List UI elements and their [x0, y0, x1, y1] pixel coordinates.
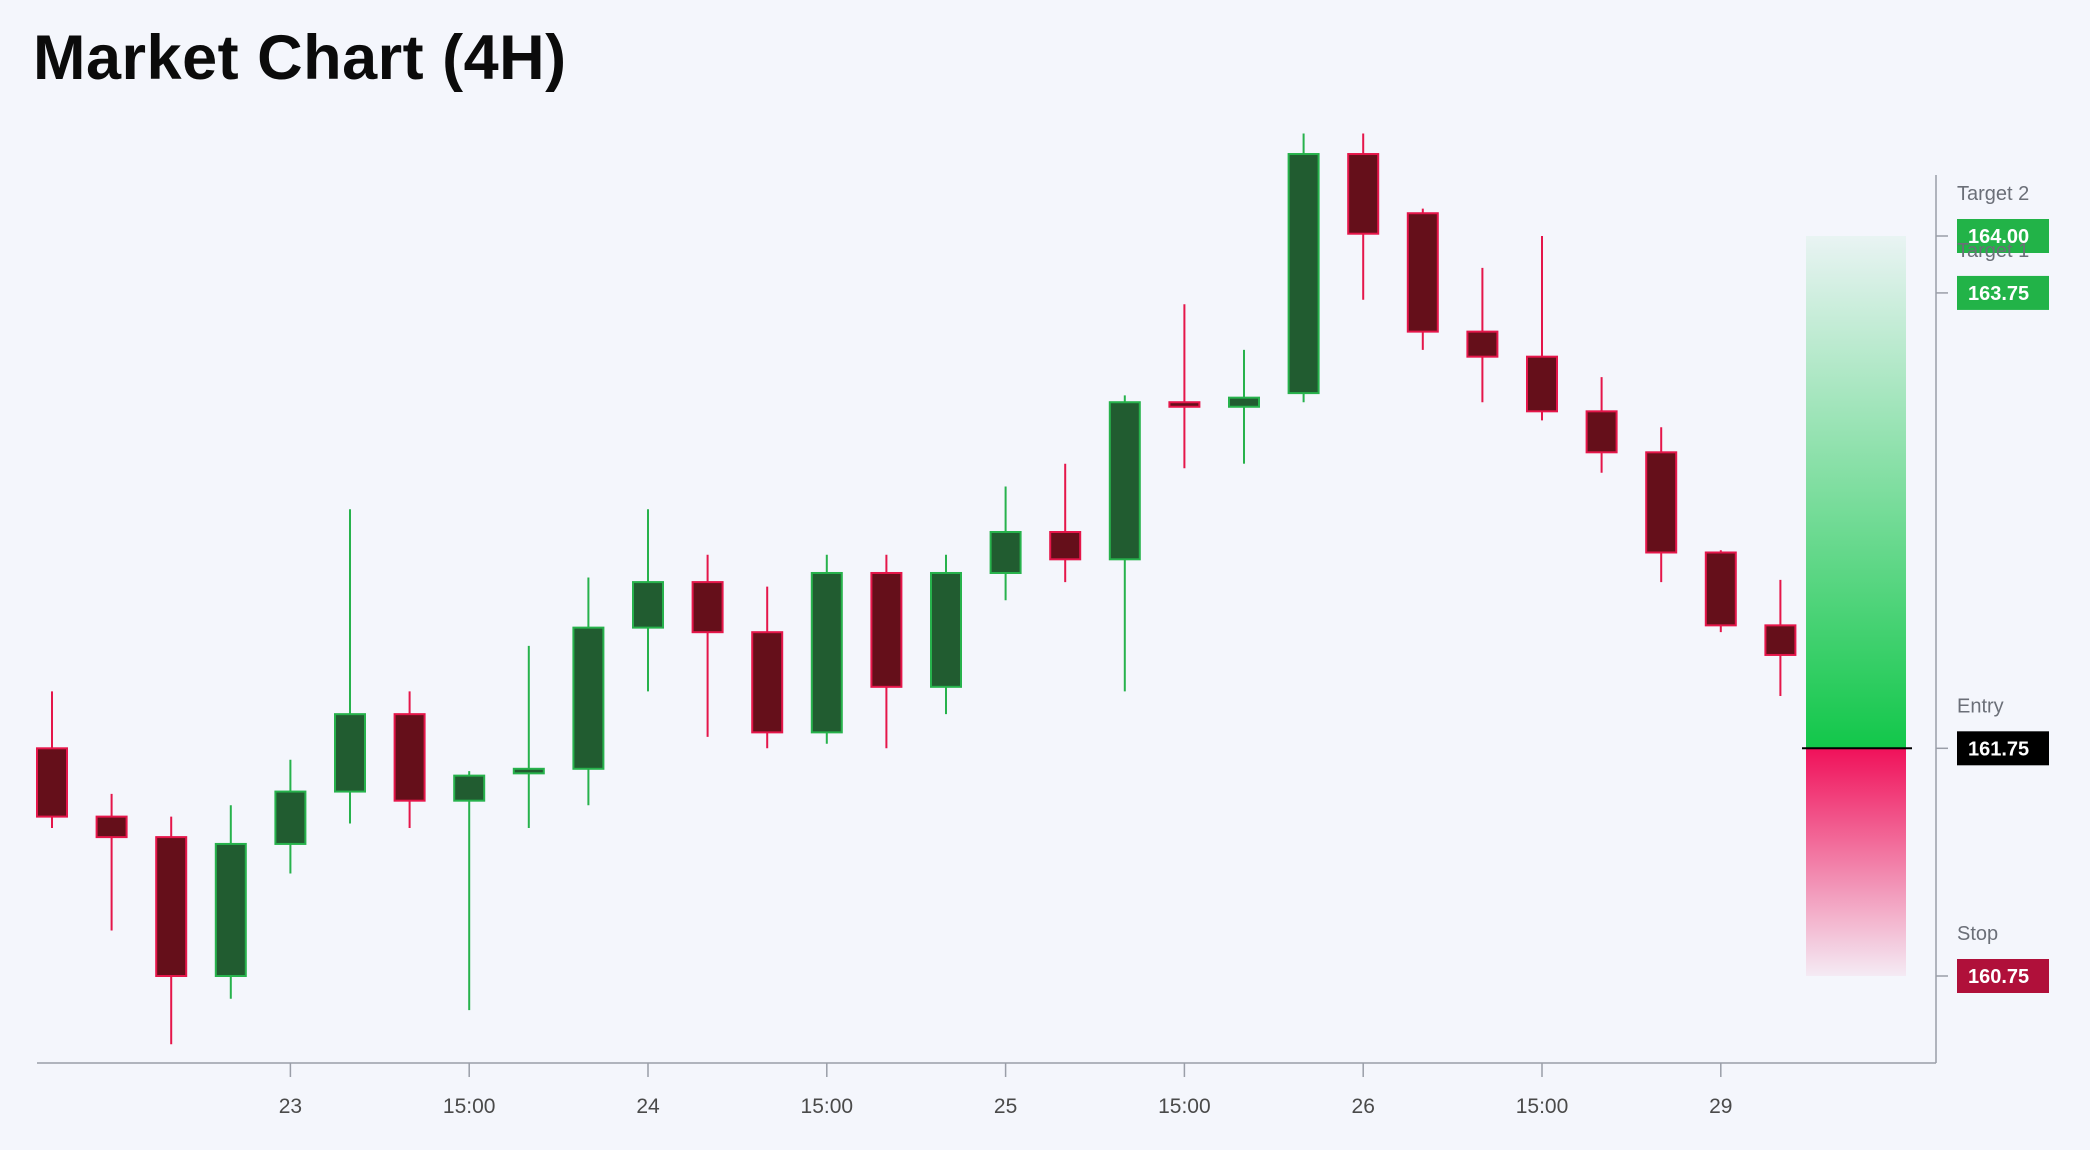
- level-name-label: Entry: [1957, 695, 2004, 717]
- level-tag-target[interactable]: [1957, 275, 2049, 310]
- candle-body[interactable]: [1585, 410, 1618, 454]
- candle-body[interactable]: [453, 774, 486, 802]
- candle-body[interactable]: [274, 790, 307, 845]
- level-name-label: Target 1: [1957, 240, 2029, 262]
- candle-body[interactable]: [1168, 401, 1201, 408]
- candle-body[interactable]: [512, 767, 545, 775]
- candle-body[interactable]: [36, 747, 68, 818]
- candle-body[interactable]: [930, 571, 962, 688]
- candle-body[interactable]: [334, 713, 366, 793]
- candle-body[interactable]: [1764, 624, 1797, 656]
- candle-body[interactable]: [1347, 153, 1380, 235]
- candle-body[interactable]: [1108, 401, 1141, 561]
- level-name-label: Target 2: [1957, 183, 2029, 205]
- level-name-label: Stop: [1957, 923, 1998, 945]
- page-title: Market Chart (4H): [33, 23, 567, 93]
- x-tick-label: 26: [1352, 1095, 1375, 1118]
- loss-zone: [1806, 748, 1906, 976]
- x-tick-label: 15:00: [1516, 1095, 1569, 1118]
- candle-body[interactable]: [870, 571, 903, 688]
- level-tag-stop[interactable]: [1957, 959, 2049, 993]
- candle-body[interactable]: [95, 815, 128, 839]
- x-tick-label: 23: [279, 1095, 302, 1118]
- x-tick-label: 15:00: [1158, 1095, 1211, 1118]
- candle-body[interactable]: [393, 713, 426, 802]
- candle-body[interactable]: [1645, 451, 1678, 554]
- candle-body[interactable]: [751, 631, 784, 734]
- x-tick-label: 24: [636, 1095, 660, 1118]
- level-value-label: 160.75: [1968, 966, 2029, 988]
- level-value-label: 161.75: [1968, 738, 2029, 760]
- candle-body[interactable]: [691, 581, 724, 634]
- level-value-label: 164.00: [1968, 226, 2029, 248]
- candle-body[interactable]: [1704, 551, 1737, 627]
- candle-body[interactable]: [989, 531, 1022, 574]
- x-tick-label: 15:00: [801, 1095, 854, 1118]
- x-tick-label: 15:00: [443, 1095, 496, 1118]
- candle-body[interactable]: [1049, 531, 1082, 561]
- x-tick-label: 29: [1709, 1095, 1732, 1118]
- level-tag-entry[interactable]: [1957, 731, 2049, 766]
- candle-body[interactable]: [1228, 396, 1260, 408]
- candle-body[interactable]: [810, 571, 843, 734]
- candle-body[interactable]: [1287, 153, 1320, 395]
- candle-body[interactable]: [214, 842, 247, 978]
- profit-zone: [1806, 236, 1906, 749]
- candle-body[interactable]: [1406, 212, 1439, 333]
- candle-body[interactable]: [632, 581, 664, 629]
- level-value-label: 163.75: [1968, 283, 2029, 305]
- x-tick-label: 25: [994, 1095, 1017, 1118]
- candle-body[interactable]: [1526, 355, 1558, 413]
- candle-body[interactable]: [1466, 330, 1499, 358]
- candle-body[interactable]: [155, 836, 188, 977]
- candle-body[interactable]: [572, 626, 605, 770]
- level-tag-target[interactable]: [1957, 219, 2049, 253]
